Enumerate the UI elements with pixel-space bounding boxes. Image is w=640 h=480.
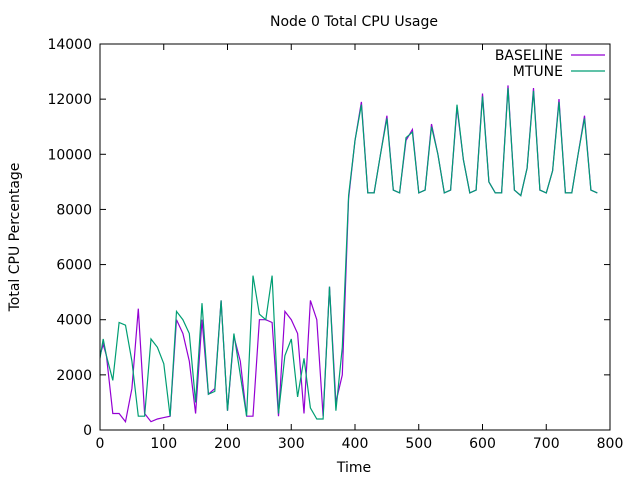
x-tick-label: 500	[405, 436, 432, 452]
y-tick-label: 2000	[56, 368, 92, 384]
x-tick-label: 100	[150, 436, 177, 452]
y-tick-label: 6000	[56, 258, 92, 274]
y-tick-label: 12000	[47, 92, 92, 108]
legend-label-baseline: BASELINE	[495, 48, 563, 64]
x-axis-label: Time	[336, 460, 371, 476]
x-tick-label: 700	[533, 436, 560, 452]
y-tick-label: 0	[83, 423, 92, 439]
x-tick-label: 800	[597, 436, 624, 452]
y-tick-label: 8000	[56, 202, 92, 218]
x-tick-label: 200	[214, 436, 241, 452]
series-lines	[99, 85, 598, 424]
x-tick-label: 400	[342, 436, 369, 452]
series-line-mtune	[99, 88, 598, 420]
y-tick-label: 14000	[47, 37, 92, 53]
y-tick-label: 4000	[56, 313, 92, 329]
x-tick-label: 300	[278, 436, 305, 452]
x-tick-label: 0	[96, 436, 105, 452]
chart-title: Node 0 Total CPU Usage	[270, 14, 438, 30]
y-axis-label: Total CPU Percentage	[7, 163, 23, 313]
plot-frame	[99, 43, 611, 431]
x-tick-label: 600	[469, 436, 496, 452]
series-line-baseline	[99, 85, 598, 424]
axis-ticks: 0 100 200 300 400 500 600 700 800020004000600080…	[47, 37, 623, 452]
y-tick-label: 10000	[47, 147, 92, 163]
legend-label-mtune: MTUNE	[513, 64, 563, 80]
